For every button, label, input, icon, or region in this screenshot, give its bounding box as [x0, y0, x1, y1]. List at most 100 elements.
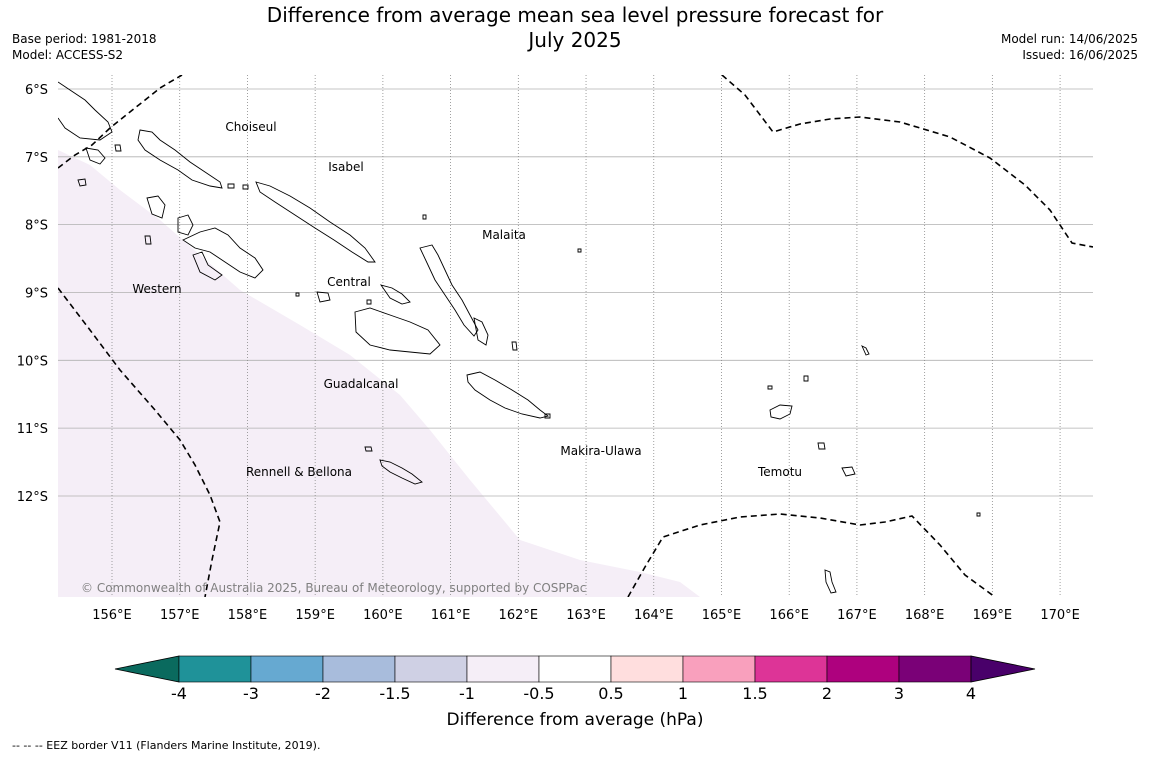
eez-border-west — [58, 287, 221, 597]
lon-tick-label: 163°E — [566, 608, 606, 623]
lon-tick-label: 158°E — [228, 608, 268, 623]
island-ulawa — [511, 341, 518, 351]
colorbar-tick-labels: -4 -3 -2 -1.5 -1 -0.5 0.5 1 1.5 2 3 4 — [171, 684, 976, 703]
island-bellona — [364, 446, 373, 452]
lat-tick-label: 10°S — [17, 354, 48, 369]
island-kolombangara — [177, 214, 194, 236]
model-run: Model run: 14/06/2025 — [1000, 32, 1138, 46]
colorbar-segment — [682, 655, 756, 683]
island-santa-ana — [544, 413, 551, 419]
province-label: Makira-Ulawa — [560, 444, 641, 458]
eez-border-northeast — [721, 75, 1093, 248]
island-tikopia — [976, 512, 981, 517]
colorbar-tick-label: -0.5 — [523, 684, 554, 703]
island-nggela-small — [366, 299, 372, 305]
lon-tick-label: 159°E — [295, 608, 335, 623]
province-label: Western — [132, 282, 181, 296]
latitude-gridlines — [58, 88, 1093, 497]
colorbar-tick-label: 0.5 — [598, 684, 623, 703]
island-sikaiana-atoll — [577, 248, 582, 253]
colorbar-tick-label: -1.5 — [379, 684, 410, 703]
colorbar-extend-low — [114, 655, 180, 683]
colorbar-segment — [826, 655, 900, 683]
colorbar-segment — [250, 655, 324, 683]
lon-tick-label: 162°E — [499, 608, 539, 623]
island-vella-lavella — [146, 195, 166, 219]
model-name: Model: ACCESS-S2 — [12, 48, 124, 62]
colorbar-tick-label: -1 — [459, 684, 475, 703]
island-sikaiana — [861, 345, 870, 356]
lat-tick-label: 9°S — [25, 286, 48, 301]
island-fauro — [114, 144, 122, 152]
lat-tick-label: 11°S — [17, 422, 48, 437]
colorbar-tick-label: 3 — [894, 684, 904, 703]
island-small-malaita — [473, 317, 489, 346]
colorbar-tick-label: 1 — [678, 684, 688, 703]
map-area: Choiseul Isabel Malaita Western Central Guada… — [58, 75, 1093, 597]
colorbar-segment — [898, 655, 972, 683]
lat-tick-label: 12°S — [17, 490, 48, 505]
lon-tick-label: 160°E — [363, 608, 403, 623]
province-label: Malaita — [482, 228, 526, 242]
base-period: Base period: 1981-2018 — [12, 32, 157, 46]
island-reef-islands — [767, 385, 773, 390]
eez-border-south — [627, 513, 996, 597]
colorbar-segment — [538, 655, 612, 683]
copyright-text: © Commonwealth of Australia 2025, Bureau… — [81, 581, 586, 595]
lon-tick-label: 169°E — [973, 608, 1013, 623]
island-florida — [379, 284, 411, 305]
province-label: Rennell & Bellona — [246, 465, 352, 479]
lat-tick-label: 8°S — [25, 219, 48, 234]
island-choiseul-east — [227, 183, 235, 189]
lon-tick-label: 170°E — [1040, 608, 1080, 623]
colorbar-segment — [178, 655, 252, 683]
footnote: -- -- -- EEZ border V11 (Flanders Marine… — [12, 739, 321, 752]
colorbar-segment — [466, 655, 540, 683]
province-label: Choiseul — [225, 120, 276, 134]
island-new-georgia — [182, 227, 264, 279]
colorbar-segment — [322, 655, 396, 683]
anomaly-region — [58, 150, 700, 597]
province-label: Guadalcanal — [324, 377, 399, 391]
island-guadalcanal — [354, 307, 441, 355]
lon-tick-label: 156°E — [92, 608, 132, 623]
colorbar-tick-label: 2 — [822, 684, 832, 703]
colorbar-title: Difference from average (hPa) — [447, 710, 704, 730]
map-title: Difference from average mean sea level p… — [250, 3, 900, 53]
colorbar-segment — [610, 655, 684, 683]
island-rennell — [379, 459, 423, 485]
province-label: Temotu — [757, 465, 802, 479]
colorbar-tick-label: -4 — [171, 684, 187, 703]
island-russell — [316, 291, 331, 303]
island-rendova — [192, 251, 223, 281]
island-malaita — [419, 244, 479, 337]
island-mborokua — [295, 292, 300, 297]
islands — [58, 81, 981, 594]
title-line-1: Difference from average mean sea level p… — [266, 3, 884, 27]
lon-tick-label: 168°E — [905, 608, 945, 623]
island-anuta — [824, 569, 837, 594]
colorbar-tick-label: 1.5 — [742, 684, 767, 703]
island-shortland — [77, 178, 87, 187]
title-line-2: July 2025 — [528, 28, 622, 52]
colorbar-tick-label: -2 — [315, 684, 331, 703]
colorbar-tick-label: -3 — [243, 684, 259, 703]
lat-tick-label: 7°S — [25, 151, 48, 166]
island-utupua — [817, 442, 826, 450]
colorbar — [114, 655, 1036, 683]
island-choiseul — [137, 129, 223, 189]
province-labels: Choiseul Isabel Malaita Western Central Guada… — [132, 120, 802, 479]
province-label: Isabel — [328, 160, 363, 174]
island-santa-cruz — [769, 404, 793, 420]
island-treasury — [144, 235, 152, 245]
lon-tick-label: 161°E — [431, 608, 471, 623]
province-label: Central — [327, 275, 371, 289]
island-isabel — [255, 181, 376, 263]
island-ontong — [422, 214, 427, 220]
longitude-gridlines — [111, 75, 1061, 597]
island-vanikoro — [841, 466, 856, 477]
island-makira — [466, 371, 550, 419]
meta-left: Base period: 1981-2018 Model: ACCESS-S2 — [12, 31, 157, 63]
colorbar-extend-high — [970, 655, 1036, 683]
colorbar-segment — [394, 655, 468, 683]
